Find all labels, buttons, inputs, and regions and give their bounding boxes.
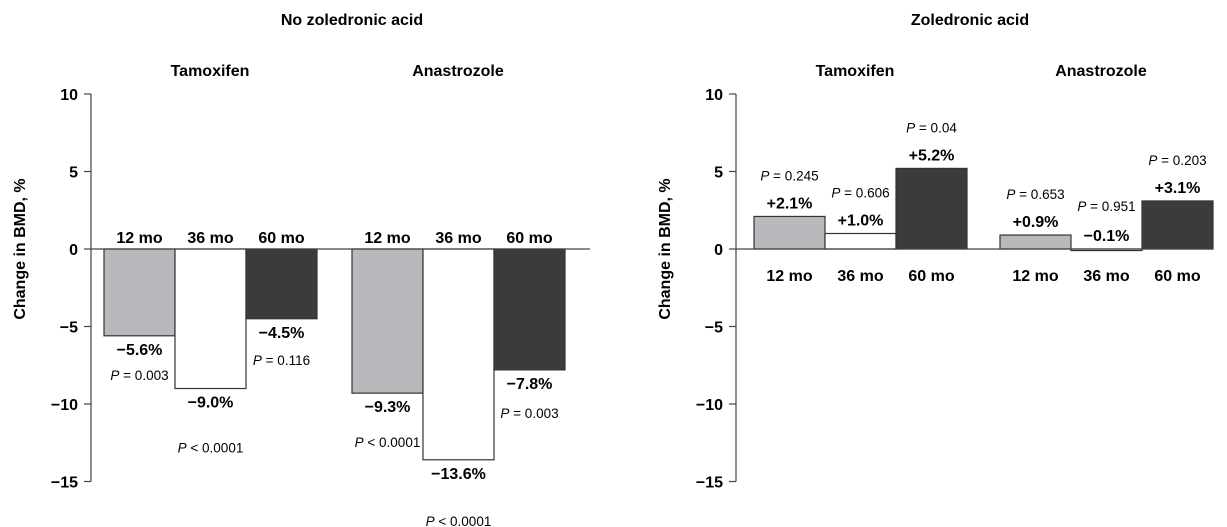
bar-tamoxifen-36mo xyxy=(174,248,247,390)
p-symbol: P xyxy=(1148,153,1157,168)
p-value-label: P = 0.116 xyxy=(253,353,310,368)
y-axis-label: Change in BMD, % xyxy=(12,178,29,319)
value-label: −0.1% xyxy=(1084,228,1130,245)
value-label: −9.3% xyxy=(365,399,411,416)
category-label: 60 mo xyxy=(506,230,552,247)
p-value-label: P < 0.0001 xyxy=(355,435,421,450)
p-value-label: P = 0.003 xyxy=(500,406,558,421)
y-tick-label: −5 xyxy=(60,320,78,337)
bar-tamoxifen-36mo xyxy=(824,232,897,250)
bar-tamoxifen-60mo xyxy=(245,248,318,320)
p-value-text: = 0.04 xyxy=(915,120,957,135)
p-symbol: P xyxy=(1077,199,1086,214)
value-label: +0.9% xyxy=(1013,214,1059,231)
y-tick-label: 10 xyxy=(60,87,78,104)
bar-anastrozole-60mo xyxy=(1141,200,1214,250)
category-label: 12 mo xyxy=(364,230,410,247)
value-label: +2.1% xyxy=(767,195,813,212)
p-value-label: P = 0.04 xyxy=(906,120,957,135)
y-tick-label: 0 xyxy=(714,242,723,259)
value-label: +3.1% xyxy=(1155,180,1201,197)
category-label: 60 mo xyxy=(1154,268,1200,285)
chart-title: No zoledronic acid xyxy=(281,12,423,29)
bar-anastrozole-12mo xyxy=(351,248,424,394)
value-label: −7.8% xyxy=(507,376,553,393)
p-value-text: = 0.653 xyxy=(1015,187,1064,202)
y-tick-label: −10 xyxy=(696,397,723,414)
p-value-text: = 0.951 xyxy=(1086,199,1135,214)
p-symbol: P xyxy=(1006,187,1015,202)
p-value-text: = 0.245 xyxy=(769,168,818,183)
category-label: 60 mo xyxy=(908,268,954,285)
category-label: 60 mo xyxy=(258,230,304,247)
value-label: +5.2% xyxy=(909,147,955,164)
category-label: 12 mo xyxy=(116,230,162,247)
y-tick-label: 5 xyxy=(714,165,723,182)
value-label: −9.0% xyxy=(188,395,234,412)
y-tick-label: 0 xyxy=(69,242,78,259)
category-label: 36 mo xyxy=(837,268,883,285)
p-value-label: P = 0.003 xyxy=(110,368,168,383)
group-label: Tamoxifen xyxy=(816,63,895,80)
category-label: 36 mo xyxy=(435,230,481,247)
p-symbol: P xyxy=(110,368,119,383)
chart-title: Zoledronic acid xyxy=(911,12,1029,29)
value-label: −13.6% xyxy=(431,466,486,483)
bar-tamoxifen-12mo xyxy=(103,248,176,337)
y-tick-label: −15 xyxy=(51,475,78,492)
y-tick-label: −10 xyxy=(51,397,78,414)
p-symbol: P xyxy=(831,186,840,201)
y-tick-label: 10 xyxy=(705,87,723,104)
group-anastrozole: Anastrozole 12 mo −9.3% P < 0.0001 36 mo −13.… xyxy=(351,63,566,527)
group-label: Anastrozole xyxy=(1055,63,1147,80)
category-label: 36 mo xyxy=(1083,268,1129,285)
p-symbol: P xyxy=(355,435,364,450)
p-value-text: = 0.003 xyxy=(119,368,168,383)
value-label: +1.0% xyxy=(838,213,884,230)
p-value-text: < 0.0001 xyxy=(364,435,421,450)
group-anastrozole: Anastrozole 12 mo +0.9% P = 0.653 36 mo −0.1%… xyxy=(999,63,1214,285)
p-value-text: < 0.0001 xyxy=(187,441,244,456)
chart-panel-2: Zoledronic acid Change in BMD, % 10 5 0 −5 −10… xyxy=(657,12,1214,492)
chart-panel-1: No zoledronic acid Change in BMD, % 10 5 0 −5… xyxy=(12,12,590,527)
p-value-label: P = 0.203 xyxy=(1148,153,1206,168)
category-label: 12 mo xyxy=(766,268,812,285)
p-value-text: = 0.203 xyxy=(1157,153,1206,168)
p-value-label: P < 0.0001 xyxy=(426,514,492,527)
bar-anastrozole-36mo xyxy=(422,248,495,461)
p-symbol: P xyxy=(426,514,435,527)
p-value-text: = 0.606 xyxy=(840,186,889,201)
p-value-text: = 0.003 xyxy=(509,406,558,421)
value-label: −4.5% xyxy=(259,325,305,342)
group-tamoxifen: Tamoxifen 12 mo +2.1% P = 0.245 36 mo +1.0% P … xyxy=(753,63,968,285)
p-value-label: P = 0.653 xyxy=(1006,187,1064,202)
group-tamoxifen: Tamoxifen 12 mo −5.6% P = 0.003 36 mo −9.0% P … xyxy=(103,63,318,456)
p-value-label: P = 0.245 xyxy=(760,168,818,183)
p-symbol: P xyxy=(760,168,769,183)
p-symbol: P xyxy=(178,441,187,456)
y-tick-label: −15 xyxy=(696,475,723,492)
p-symbol: P xyxy=(253,353,262,368)
y-axis-label: Change in BMD, % xyxy=(657,178,674,319)
bar-anastrozole-12mo xyxy=(999,234,1072,250)
group-label: Tamoxifen xyxy=(171,63,250,80)
p-value-text: < 0.0001 xyxy=(435,514,492,527)
category-label: 36 mo xyxy=(187,230,233,247)
bar-tamoxifen-12mo xyxy=(753,215,826,250)
p-value-text: = 0.116 xyxy=(262,353,310,368)
y-tick-label: −5 xyxy=(705,320,723,337)
bar-tamoxifen-60mo xyxy=(895,167,968,250)
p-value-label: P = 0.951 xyxy=(1077,199,1135,214)
value-label: −5.6% xyxy=(117,342,163,359)
p-value-label: P < 0.0001 xyxy=(178,441,244,456)
group-label: Anastrozole xyxy=(412,63,504,80)
p-value-label: P = 0.606 xyxy=(831,186,889,201)
y-tick-label: 5 xyxy=(69,165,78,182)
p-symbol: P xyxy=(906,120,915,135)
p-symbol: P xyxy=(500,406,509,421)
bar-anastrozole-60mo xyxy=(493,248,566,371)
category-label: 12 mo xyxy=(1012,268,1058,285)
